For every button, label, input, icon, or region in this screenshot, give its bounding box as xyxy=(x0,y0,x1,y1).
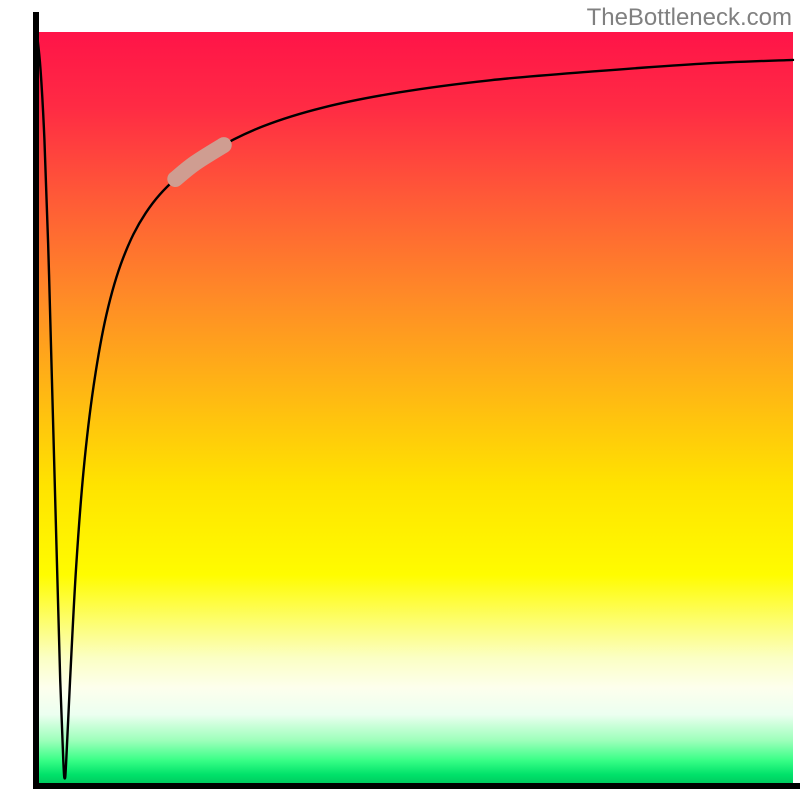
plot-background-gradient xyxy=(36,32,793,786)
bottleneck-plot xyxy=(0,0,800,800)
watermark-text: TheBottleneck.com xyxy=(587,4,792,32)
bottleneck-chart-container: { "meta": { "source_watermark": "TheBott… xyxy=(0,0,800,800)
